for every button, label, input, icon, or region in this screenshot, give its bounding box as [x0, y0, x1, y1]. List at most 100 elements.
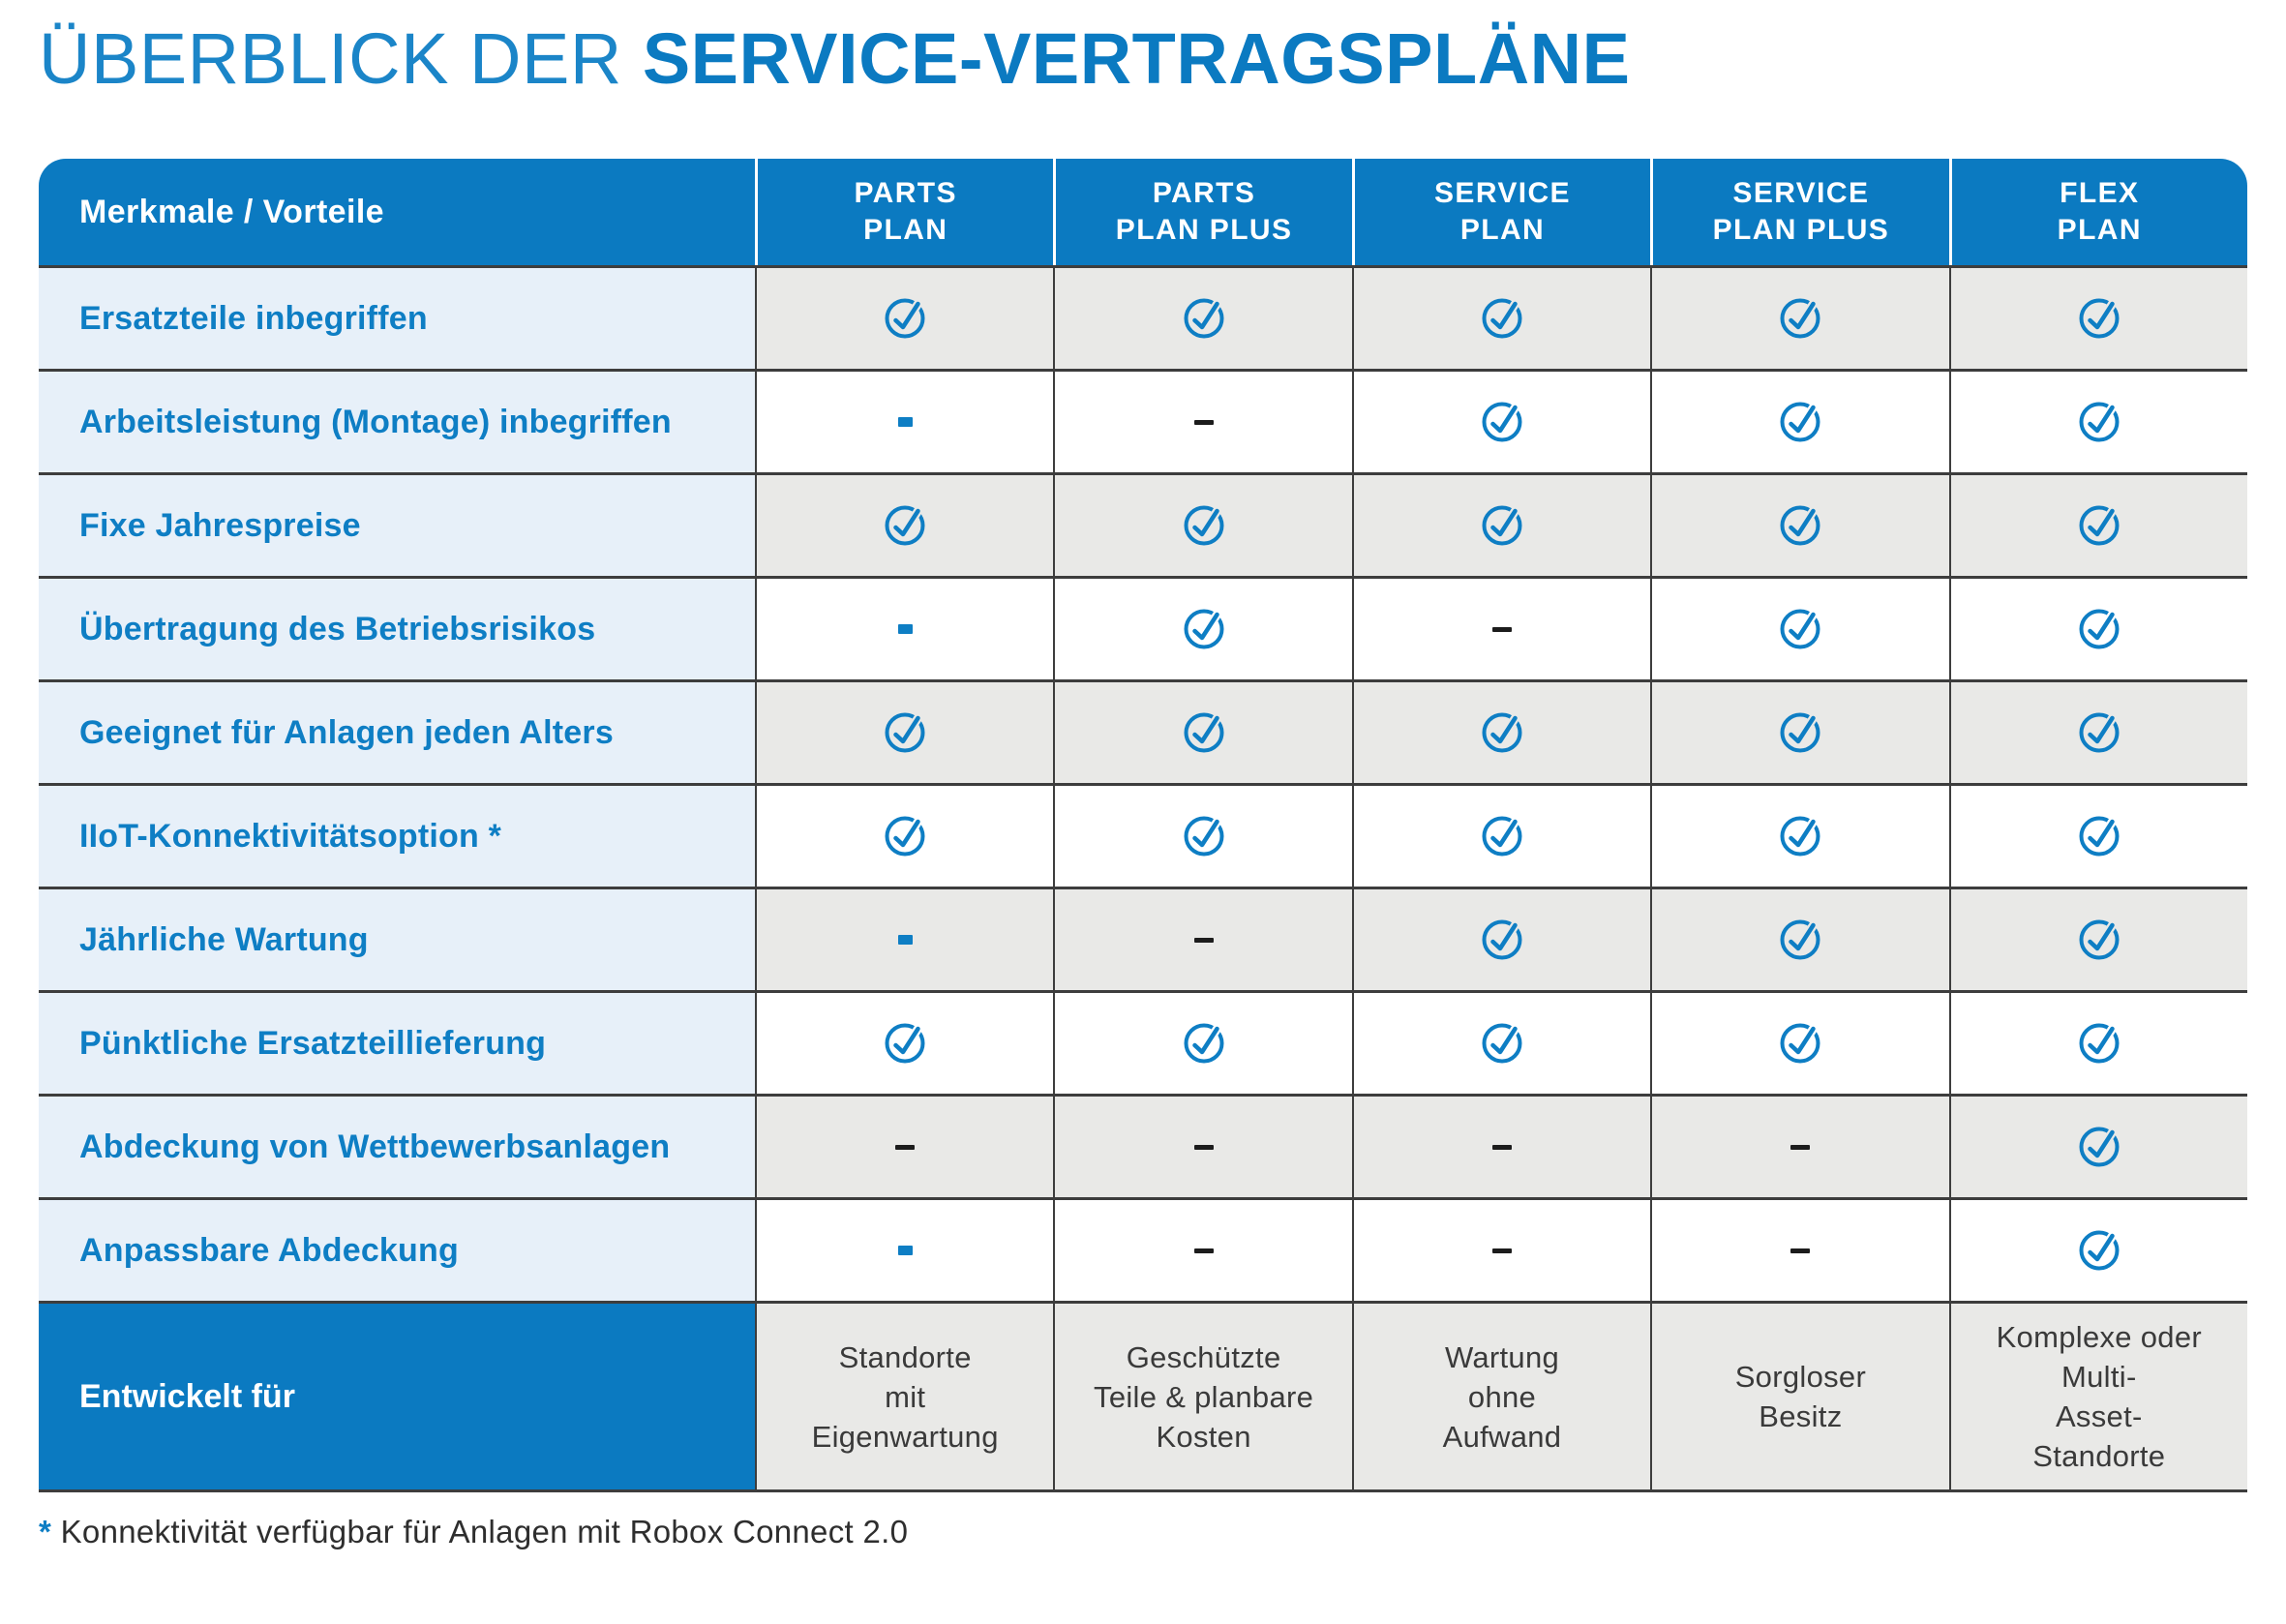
designed-for-line: Wartung: [1444, 1339, 1560, 1374]
features-column-header-label: Merkmale / Vorteile: [79, 193, 384, 230]
designed-for-row: Entwickelt für Standorte mit Eigenwartung G…: [39, 1301, 2247, 1492]
plan-header-line: SERVICE: [1732, 177, 1870, 209]
value-cell-included: [1948, 369, 2247, 472]
check-circle-icon: [2077, 1021, 2121, 1066]
check-circle-icon: [1778, 400, 1822, 444]
check-circle-icon: [2077, 1125, 2121, 1169]
table-row-anpassbare-abdeckung: Anpassbare Abdeckung: [39, 1197, 2247, 1301]
value-cell-included: [1351, 679, 1651, 783]
designed-for-line: Teile & planbare: [1094, 1379, 1314, 1414]
check-circle-icon: [1182, 814, 1226, 858]
check-circle-icon: [883, 1021, 927, 1066]
table-row-ersatzteile-inbegriffen: Ersatzteile inbegriffen: [39, 265, 2247, 369]
plan-header-line: PLAN PLUS: [1712, 214, 1890, 246]
feature-label: Übertragung des Betriebsrisikos: [39, 576, 755, 679]
table-row-j-hrliche-wartung: Jährliche Wartung: [39, 887, 2247, 990]
value-cell-included: [1948, 783, 2247, 887]
dash-icon: [1790, 1144, 1811, 1150]
value-cell-included: [755, 990, 1054, 1094]
dash-icon: [1193, 1248, 1214, 1253]
value-cell-included: [1351, 783, 1651, 887]
value-cell-included: [1650, 472, 1949, 576]
check-circle-icon: [1480, 296, 1524, 341]
page-title-bold: SERVICE-VERTRAGSPLÄNE: [642, 18, 1631, 99]
value-cell-included: [1351, 265, 1651, 369]
value-cell-included: [1650, 887, 1949, 990]
value-cell-included: [1650, 369, 1949, 472]
value-cell-included: [1948, 265, 2247, 369]
value-cell-not-included: [1351, 1094, 1651, 1197]
dash-icon: [1193, 937, 1214, 943]
footnote-asterisk: *: [39, 1514, 52, 1549]
designed-for-line: mit: [885, 1379, 926, 1414]
designed-for-line: Geschützte: [1126, 1339, 1281, 1374]
check-circle-icon: [1778, 296, 1822, 341]
designed-for-value-cell: Standorte mit Eigenwartung: [755, 1301, 1054, 1492]
dash-icon: [1193, 419, 1214, 425]
value-cell-not-included: [755, 369, 1054, 472]
value-cell-included: [755, 783, 1054, 887]
feature-label: Geeignet für Anlagen jeden Alters: [39, 679, 755, 783]
plan-header-line: FLEX: [2060, 177, 2140, 209]
value-cell-included: [755, 679, 1054, 783]
value-cell-not-included: [755, 1197, 1054, 1301]
check-circle-icon: [883, 296, 927, 341]
value-cell-included: [1650, 679, 1949, 783]
check-circle-icon: [883, 814, 927, 858]
plan-header-line: PARTS: [854, 177, 957, 209]
table-row-fixe-jahrespreise: Fixe Jahrespreise: [39, 472, 2247, 576]
check-circle-icon: [1182, 296, 1226, 341]
check-circle-icon: [1778, 607, 1822, 651]
value-cell-not-included: [1650, 1094, 1949, 1197]
value-cell-not-included: [1351, 576, 1651, 679]
column-header-parts-plan: PARTS PLAN: [755, 159, 1054, 265]
feature-label: Arbeitsleistung (Montage) inbegriffen: [39, 369, 755, 472]
dash-icon: [1491, 1248, 1512, 1253]
plan-header-line: PLAN PLUS: [1115, 214, 1293, 246]
dash-icon: [895, 1144, 916, 1150]
value-cell-included: [1948, 679, 2247, 783]
value-cell-not-included: [1053, 887, 1352, 990]
value-cell-not-included: [755, 576, 1054, 679]
plan-header-line: SERVICE: [1434, 177, 1571, 209]
value-cell-not-included: [1053, 1094, 1352, 1197]
designed-for-value-cell: Wartung ohne Aufwand: [1351, 1301, 1651, 1492]
feature-label: Jährliche Wartung: [39, 887, 755, 990]
blue-dash-icon: [897, 624, 913, 634]
value-cell-included: [1948, 1094, 2247, 1197]
table-row-iiot-konnektivit-tsoption: IIoT-Konnektivitätsoption *: [39, 783, 2247, 887]
designed-for-line: Asset-: [2055, 1399, 2143, 1433]
check-circle-icon: [1480, 1021, 1524, 1066]
designed-for-line: Sorgloser: [1734, 1360, 1867, 1394]
value-cell-included: [1948, 1197, 2247, 1301]
designed-for-line: ohne: [1467, 1379, 1537, 1414]
value-cell-included: [1351, 990, 1651, 1094]
value-cell-included: [1053, 265, 1352, 369]
dash-icon: [1790, 1248, 1811, 1253]
plan-header-line: PLAN: [2057, 214, 2142, 246]
designed-for-line: Aufwand: [1442, 1419, 1562, 1454]
value-cell-included: [1650, 783, 1949, 887]
check-circle-icon: [1778, 814, 1822, 858]
value-cell-included: [1948, 887, 2247, 990]
check-circle-icon: [1182, 710, 1226, 755]
column-header-service-plan-plus: SERVICE PLAN PLUS: [1650, 159, 1949, 265]
designed-for-line: Standorte: [838, 1339, 972, 1374]
feature-label: IIoT-Konnektivitätsoption *: [39, 783, 755, 887]
page-title-light: ÜBERBLICK DER: [39, 18, 622, 99]
check-circle-icon: [2077, 814, 2121, 858]
check-circle-icon: [2077, 296, 2121, 341]
check-circle-icon: [2077, 1228, 2121, 1273]
plans-comparison-table: Merkmale / Vorteile PARTS PLAN PARTS PLAN P…: [39, 159, 2247, 1492]
plan-header-line: PARTS: [1152, 177, 1256, 209]
value-cell-included: [1351, 472, 1651, 576]
value-cell-included: [755, 265, 1054, 369]
check-circle-icon: [1778, 710, 1822, 755]
designed-for-value-cell: Geschützte Teile & planbare Kosten: [1053, 1301, 1352, 1492]
check-circle-icon: [2077, 710, 2121, 755]
check-circle-icon: [1182, 607, 1226, 651]
value-cell-included: [1948, 472, 2247, 576]
value-cell-included: [1948, 576, 2247, 679]
dash-icon: [1491, 1144, 1512, 1150]
column-header-parts-plan-plus: PARTS PLAN PLUS: [1053, 159, 1352, 265]
